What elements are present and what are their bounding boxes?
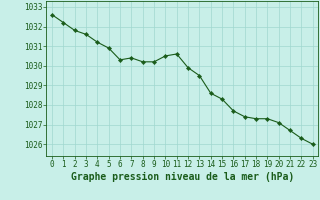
X-axis label: Graphe pression niveau de la mer (hPa): Graphe pression niveau de la mer (hPa)	[71, 172, 294, 182]
